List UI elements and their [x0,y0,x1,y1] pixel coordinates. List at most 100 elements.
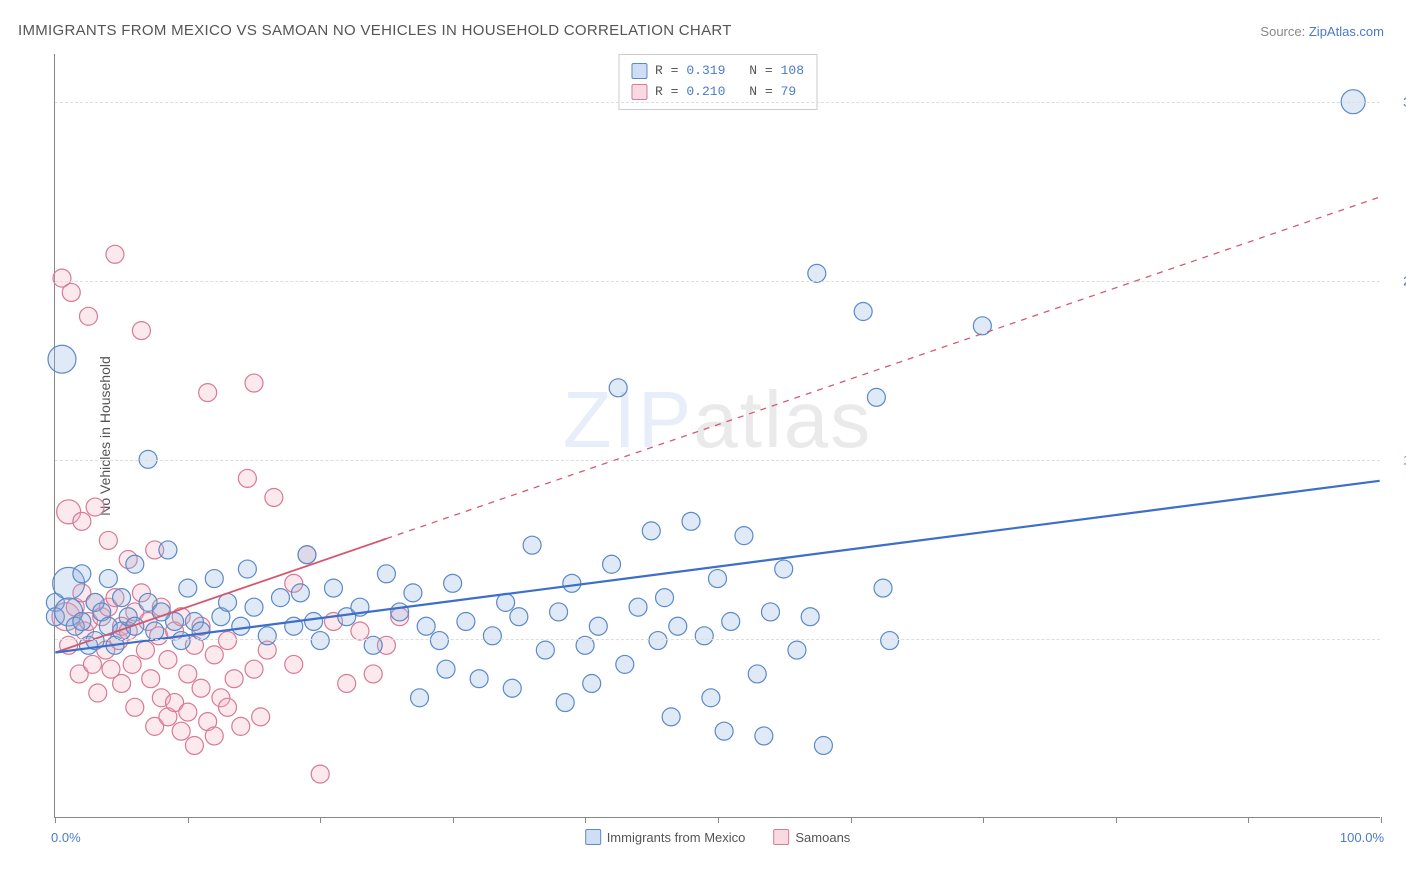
trend-line-dashed [386,197,1379,539]
scatter-point [245,660,263,678]
x-tick [983,817,984,823]
scatter-point [589,617,607,635]
scatter-point [159,541,177,559]
scatter-point [73,512,91,530]
scatter-point [854,303,872,321]
scatter-point [801,608,819,626]
scatter-point [457,612,475,630]
scatter-point [761,603,779,621]
scatter-point [185,736,203,754]
scatter-point [192,679,210,697]
scatter-point [126,698,144,716]
scatter-point [550,603,568,621]
scatter-point [126,617,144,635]
scatter-point [245,374,263,392]
scatter-point [99,531,117,549]
x-tick [453,817,454,823]
scatter-point [62,283,80,301]
scatter-point [881,632,899,650]
scatter-point [219,632,237,650]
scatter-point [609,379,627,397]
legend-series: Immigrants from Mexico Samoans [585,829,851,845]
scatter-point [483,627,501,645]
scatter-point [629,598,647,616]
x-axis-max-label: 100.0% [1340,830,1384,845]
x-tick [188,817,189,823]
scatter-point [159,651,177,669]
scatter-point [417,617,435,635]
scatter-point [219,698,237,716]
scatter-point [142,670,160,688]
scatter-point [272,589,290,607]
scatter-point [73,565,91,583]
scatter-point [324,579,342,597]
scatter-point [755,727,773,745]
y-tick-label: 15.0% [1384,452,1406,467]
x-tick [55,817,56,823]
chart-title: IMMIGRANTS FROM MEXICO VS SAMOAN NO VEHI… [18,22,732,39]
swatch-blue-icon [585,829,601,845]
scatter-point [73,612,91,630]
source-link[interactable]: ZipAtlas.com [1309,24,1384,39]
stat-n-value: 108 [781,61,804,82]
source-attribution: Source: ZipAtlas.com [1260,24,1384,39]
scatter-point [748,665,766,683]
scatter-point [238,469,256,487]
scatter-point [83,655,101,673]
scatter-point [563,574,581,592]
scatter-point [874,579,892,597]
scatter-point [338,674,356,692]
scatter-point [867,388,885,406]
scatter-point [232,717,250,735]
x-tick [1381,817,1382,823]
scatter-point [391,603,409,621]
scatter-point [722,612,740,630]
stat-n-value: 79 [781,82,797,103]
scatter-point [305,612,323,630]
scatter-point [510,608,528,626]
scatter-point [265,489,283,507]
scatter-point [311,632,329,650]
scatter-point [245,598,263,616]
stat-r-label: R = [655,61,678,82]
scatter-point [775,560,793,578]
scatter-point [205,727,223,745]
scatter-point [709,570,727,588]
scatter-point [788,641,806,659]
x-tick [851,817,852,823]
scatter-point [662,708,680,726]
scatter-point [351,622,369,640]
scatter-point [136,641,154,659]
y-tick-label: 7.5% [1384,631,1406,646]
scatter-point [166,612,184,630]
source-label: Source: [1260,24,1305,39]
gridline [55,460,1380,461]
scatter-point [616,655,634,673]
scatter-point [172,722,190,740]
scatter-point [411,689,429,707]
legend-stats-row-blue: R = 0.319 N = 108 [631,61,804,82]
correlation-chart: IMMIGRANTS FROM MEXICO VS SAMOAN NO VEHI… [0,0,1406,892]
scatter-point [146,622,164,640]
scatter-point [192,622,210,640]
scatter-point [258,627,276,645]
scatter-point [48,345,76,373]
scatter-point [556,694,574,712]
scatter-point [179,703,197,721]
scatter-point [715,722,733,740]
scatter-point [89,684,107,702]
scatter-point [437,660,455,678]
legend-stats-row-pink: R = 0.210 N = 79 [631,82,804,103]
scatter-point [232,617,250,635]
scatter-point [497,593,515,611]
scatter-point [656,589,674,607]
scatter-point [364,665,382,683]
scatter-point [113,674,131,692]
scatter-point [470,670,488,688]
scatter-point [179,579,197,597]
scatter-point [205,646,223,664]
scatter-point [238,560,256,578]
scatter-point [523,536,541,554]
legend-label: Immigrants from Mexico [607,830,746,845]
scatter-point [285,655,303,673]
